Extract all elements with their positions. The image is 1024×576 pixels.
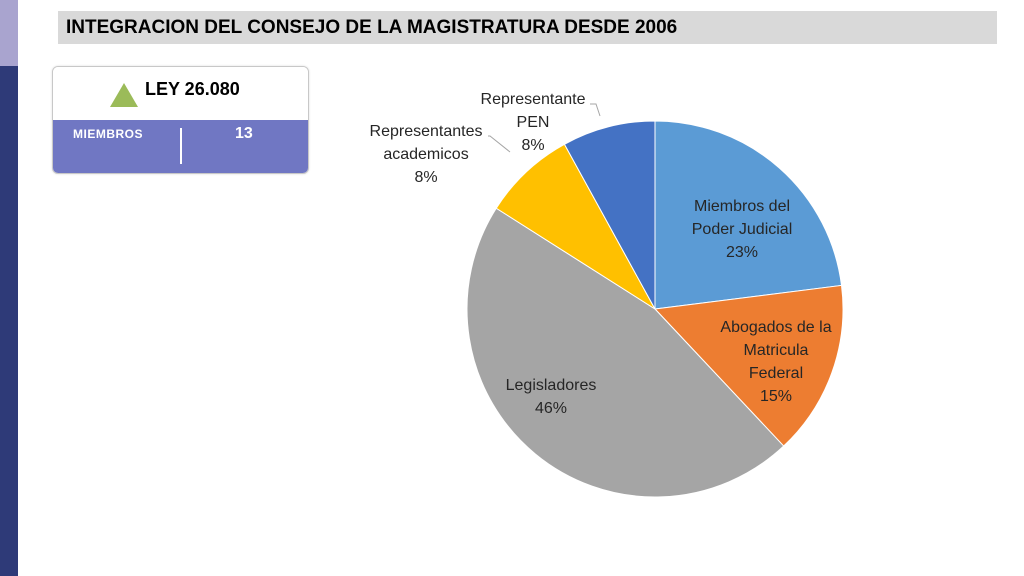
law-info-card: LEY 26.080 MIEMBROS 13 — [52, 66, 309, 174]
leader-line-5 — [590, 103, 601, 117]
pie-slice-1 — [654, 120, 843, 310]
members-divider — [180, 128, 182, 164]
pie-slice-5 — [563, 120, 656, 310]
left-bar-accent — [0, 0, 18, 66]
card-header: LEY 26.080 — [53, 67, 308, 120]
members-value: 13 — [235, 125, 253, 142]
pie-slice-4 — [495, 143, 656, 310]
slice-label-2: Abogados de la Matricula Federal 15% — [720, 319, 831, 405]
pie-slice-2 — [653, 284, 844, 447]
green-triangle-up-icon — [110, 83, 138, 107]
law-label: LEY 26.080 — [145, 79, 240, 99]
members-row: MIEMBROS 13 — [53, 120, 308, 173]
page-title: INTEGRACION DEL CONSEJO DE LA MAGISTRATU… — [66, 16, 678, 38]
slice-label-5: Representante PEN 8% — [481, 91, 586, 154]
slice-label-4: Representantes academicos 8% — [370, 123, 483, 186]
leader-line-4 — [488, 135, 511, 153]
left-decorative-bar — [0, 0, 18, 576]
slice-label-1: Miembros del Poder Judicial 23% — [692, 198, 793, 261]
slice-label-3: Legisladores 46% — [506, 377, 597, 417]
members-label: MIEMBROS — [73, 127, 143, 141]
pie-slice-3 — [466, 207, 785, 498]
title-bar: INTEGRACION DEL CONSEJO DE LA MAGISTRATU… — [58, 11, 997, 44]
